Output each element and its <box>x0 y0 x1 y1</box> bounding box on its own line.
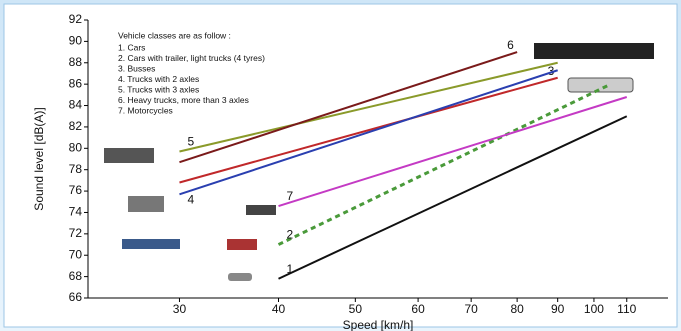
line-label: 2 <box>287 228 294 242</box>
legend-entry: 7. Motorcycles <box>118 105 173 115</box>
y-axis-label: Sound level [dB(A)] <box>32 107 46 210</box>
x-tick-label: 50 <box>349 302 363 316</box>
y-tick-label: 88 <box>69 55 83 69</box>
x-axis-label: Speed [km/h] <box>343 318 414 331</box>
y-tick-label: 66 <box>69 290 83 304</box>
line-label: 5 <box>187 135 194 149</box>
legend-entry: 3. Busses <box>118 63 155 73</box>
y-tick-label: 74 <box>69 205 83 219</box>
line-label: 1 <box>287 262 294 276</box>
legend-entry: 4. Trucks with 2 axles <box>118 74 199 84</box>
legend-entry: 1. Cars <box>118 42 145 52</box>
x-tick-label: 40 <box>272 302 286 316</box>
x-tick-label: 60 <box>411 302 425 316</box>
x-tick-label: 80 <box>510 302 524 316</box>
x-tick-label: 90 <box>551 302 565 316</box>
y-tick-label: 72 <box>69 226 83 240</box>
line-label: 4 <box>187 192 194 206</box>
y-tick-label: 86 <box>69 76 83 90</box>
y-tick-label: 76 <box>69 183 83 197</box>
y-tick-label: 92 <box>69 12 83 26</box>
legend-title: Vehicle classes are as follow : <box>118 30 231 40</box>
x-tick-label: 100 <box>584 302 604 316</box>
legend-entry: 6. Heavy trucks, more than 3 axles <box>118 95 249 105</box>
y-tick-label: 82 <box>69 119 83 133</box>
y-tick-label: 80 <box>69 140 83 154</box>
y-tick-label: 78 <box>69 162 83 176</box>
line-label: 6 <box>507 38 514 52</box>
y-tick-label: 70 <box>69 247 83 261</box>
y-tick-label: 84 <box>69 98 83 112</box>
y-tick-label: 90 <box>69 34 83 48</box>
y-tick-label: 68 <box>69 269 83 283</box>
legend-entry: 2. Cars with trailer, light trucks (4 ty… <box>118 53 265 63</box>
x-tick-label: 70 <box>464 302 478 316</box>
legend-entry: 5. Trucks with 3 axles <box>118 84 199 94</box>
x-tick-label: 110 <box>617 302 636 316</box>
line-label: 7 <box>287 189 294 203</box>
chart: 6668707274767880828486889092304050607080… <box>0 0 681 331</box>
x-tick-label: 30 <box>173 302 187 316</box>
